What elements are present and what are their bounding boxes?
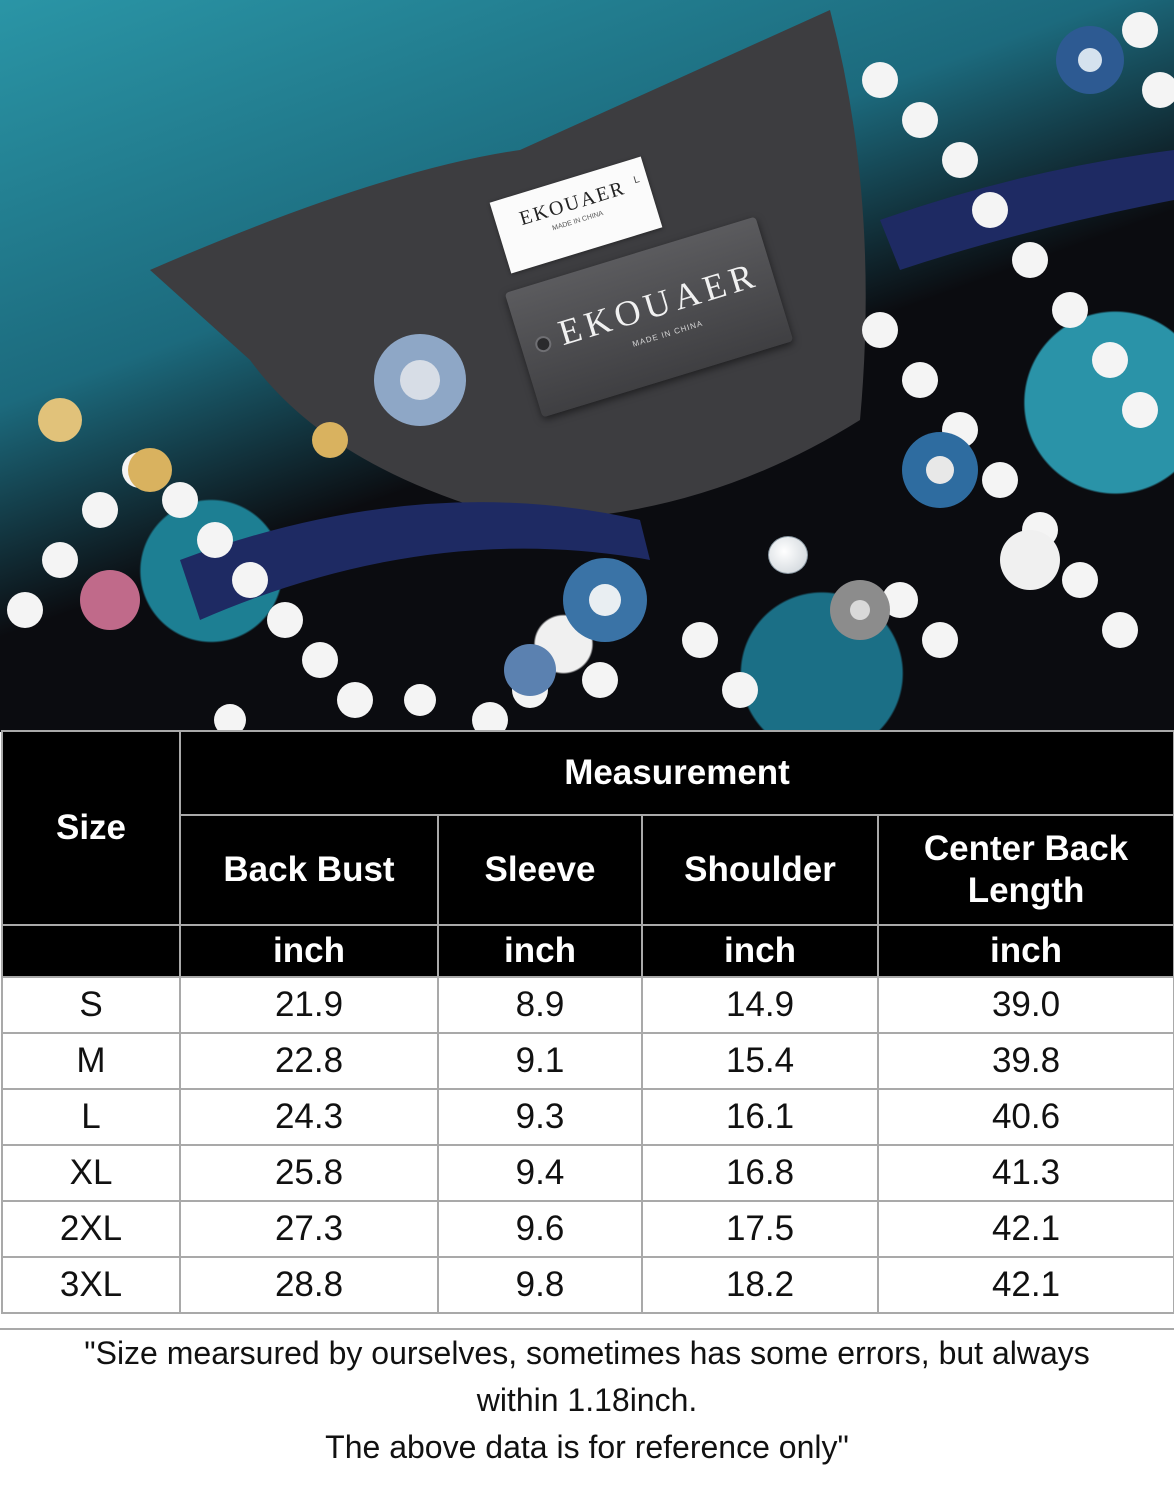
value-cell: 21.9 — [179, 976, 439, 1034]
table-header-row: Size Measurement — [1, 730, 1174, 926]
column-header-back-bust: Back Bust — [179, 814, 439, 926]
value-cell: 18.2 — [641, 1256, 879, 1314]
column-header-shoulder: Shoulder — [641, 814, 879, 926]
value-cell: 16.8 — [641, 1144, 879, 1202]
size-cell: M — [1, 1032, 181, 1090]
value-cell: 14.9 — [641, 976, 879, 1034]
value-cell: 8.9 — [437, 976, 643, 1034]
disclaimer-line: "Size mearsured by ourselves, sometimes … — [84, 1335, 1090, 1371]
hang-tag-hole — [533, 334, 554, 355]
value-cell: 41.3 — [876, 1144, 1174, 1202]
value-cell: 27.3 — [179, 1200, 439, 1258]
value-cell: 22.8 — [179, 1032, 439, 1090]
disclaimer-line: within 1.18inch. — [476, 1382, 698, 1418]
value-cell: 16.1 — [641, 1088, 879, 1146]
value-cell: 15.4 — [641, 1032, 879, 1090]
shirt-button — [768, 536, 808, 574]
size-cell: 3XL — [1, 1256, 181, 1314]
unit-label: inch — [641, 924, 879, 978]
value-cell: 39.8 — [876, 1032, 1174, 1090]
value-cell: 42.1 — [876, 1256, 1174, 1314]
value-cell: 25.8 — [179, 1144, 439, 1202]
size-cell: 2XL — [1, 1200, 181, 1258]
measurement-header: Measurement — [178, 730, 1174, 816]
product-photo: EKOUAER MADE IN CHINA L EKOUAER MADE IN … — [0, 0, 1174, 732]
table-row: S 21.9 8.9 14.9 39.0 — [1, 976, 1174, 1034]
value-cell: 9.4 — [437, 1144, 643, 1202]
value-cell: 9.3 — [437, 1088, 643, 1146]
unit-label: inch — [437, 924, 643, 978]
units-row: inch inch inch inch — [1, 924, 1174, 978]
table-row: M 22.8 9.1 15.4 39.8 — [1, 1032, 1174, 1090]
value-cell: 40.6 — [876, 1088, 1174, 1146]
column-names-row: Back Bust Sleeve Shoulder Center Back Le… — [2, 814, 1174, 926]
size-chart-table: Size Measurement Back Bust Sleeve Should… — [1, 730, 1174, 1314]
table-row: XL 25.8 9.4 16.8 41.3 — [1, 1144, 1174, 1202]
disclaimer-line: The above data is for reference only" — [325, 1429, 849, 1465]
value-cell: 24.3 — [179, 1088, 439, 1146]
unit-label: inch — [179, 924, 439, 978]
value-cell: 9.6 — [437, 1200, 643, 1258]
value-cell: 28.8 — [179, 1256, 439, 1314]
value-cell: 9.1 — [437, 1032, 643, 1090]
value-cell: 42.1 — [876, 1200, 1174, 1258]
size-disclaimer: "Size mearsured by ourselves, sometimes … — [0, 1328, 1174, 1502]
column-header-sleeve: Sleeve — [437, 814, 643, 926]
value-cell: 39.0 — [876, 976, 1174, 1034]
unit-label: inch — [876, 924, 1174, 978]
size-cell: S — [1, 976, 181, 1034]
value-cell: 9.8 — [437, 1256, 643, 1314]
table-row: L 24.3 9.3 16.1 40.6 — [1, 1088, 1174, 1146]
value-cell: 17.5 — [641, 1200, 879, 1258]
units-blank-cell — [1, 924, 181, 978]
size-cell: XL — [1, 1144, 181, 1202]
table-row: 3XL 28.8 9.8 18.2 42.1 — [1, 1256, 1174, 1314]
table-row: 2XL 27.3 9.6 17.5 42.1 — [1, 1200, 1174, 1258]
column-header-center-back-length: Center Back Length — [876, 814, 1174, 926]
size-cell: L — [1, 1088, 181, 1146]
size-column-header: Size — [1, 730, 181, 926]
